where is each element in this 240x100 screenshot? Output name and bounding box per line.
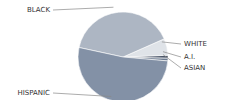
svg-text:WHITE: WHITE [184, 40, 207, 48]
svg-text:HISPANIC: HISPANIC [17, 89, 50, 97]
svg-text:ASIAN: ASIAN [184, 64, 205, 72]
svg-text:BLACK: BLACK [27, 6, 50, 14]
svg-text:A.I.: A.I. [184, 53, 195, 61]
